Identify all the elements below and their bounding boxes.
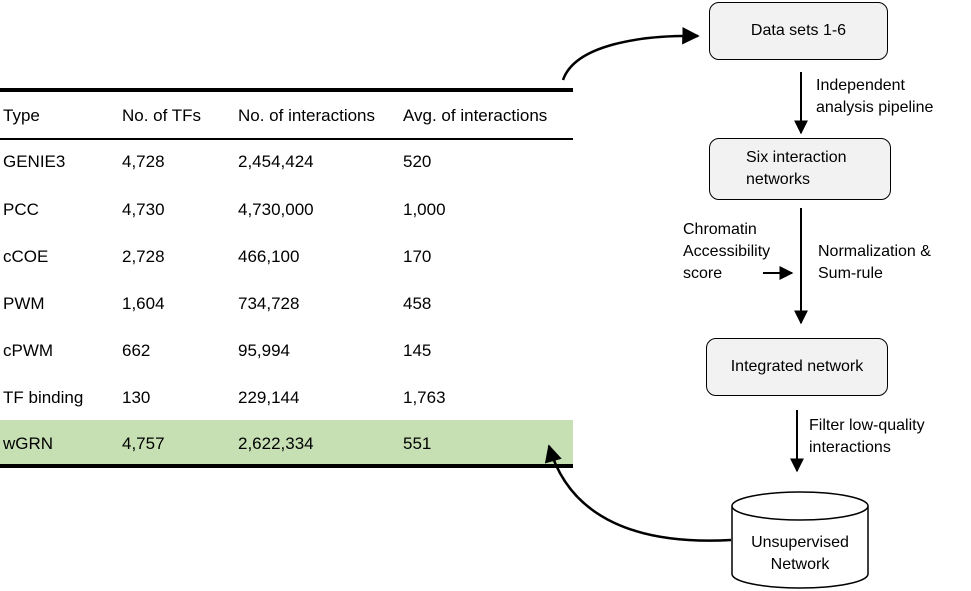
cell-interactions: 2,622,334 xyxy=(238,434,314,453)
cell-avg: 520 xyxy=(403,152,432,171)
cell-tfs: 130 xyxy=(122,388,151,407)
unsupervised-line1: Unsupervised xyxy=(751,534,849,551)
chromatin-label: Chromatin Accessibility score xyxy=(683,219,770,285)
six-networks-box: Six interaction networks xyxy=(709,138,891,200)
cell-type: GENIE3 xyxy=(3,152,66,171)
cell-avg: 1,000 xyxy=(403,200,446,219)
cell-tfs: 2,728 xyxy=(122,247,165,266)
cell-avg: 145 xyxy=(403,341,432,360)
chromatin-line2: Accessibility xyxy=(683,243,771,260)
cell-type: cPWM xyxy=(3,341,54,360)
cell-type: TF binding xyxy=(3,388,84,407)
normalization-label: Normalization & Sum-rule xyxy=(818,241,931,285)
datasets-box: Data sets 1-6 xyxy=(709,2,888,60)
pipeline-label: Independent analysis pipeline xyxy=(816,75,933,119)
cell-interactions: 229,144 xyxy=(238,388,300,407)
normalization-line1: Normalization & xyxy=(818,243,931,260)
cell-interactions: 734,728 xyxy=(238,294,300,313)
filter-line1: Filter low-quality xyxy=(809,417,925,434)
table-bottom-rule xyxy=(0,464,573,468)
cell-avg: 458 xyxy=(403,294,432,313)
cell-avg: 1,763 xyxy=(403,388,446,407)
six-networks-line2: networks xyxy=(746,171,811,188)
cell-type: PCC xyxy=(3,200,39,219)
six-networks-line1: Six interaction xyxy=(746,149,847,166)
database-cylinder-icon xyxy=(731,491,869,589)
chromatin-line1: Chromatin xyxy=(683,221,757,238)
integrated-network-label: Integrated network xyxy=(730,358,864,375)
curve-arrow-to-wgrn xyxy=(544,444,732,542)
header-avg: Avg. of interactions xyxy=(403,106,548,125)
normalization-line2: Sum-rule xyxy=(818,265,883,282)
cell-interactions: 4,730,000 xyxy=(238,200,314,219)
integrated-network-box: Integrated network xyxy=(706,338,888,396)
cell-tfs: 4,728 xyxy=(122,152,165,171)
cell-tfs: 662 xyxy=(122,341,151,360)
cell-tfs: 4,757 xyxy=(122,434,165,453)
pipeline-line1: Independent xyxy=(816,77,905,94)
cell-tfs: 1,604 xyxy=(122,294,165,313)
cell-type: wGRN xyxy=(3,434,54,453)
header-interactions: No. of interactions xyxy=(238,106,376,125)
header-type: Type xyxy=(3,106,40,125)
table-header-rule xyxy=(0,138,573,140)
wgrn-row-highlight xyxy=(0,420,573,464)
curve-arrow-to-datasets xyxy=(561,26,700,81)
pipeline-line2: analysis pipeline xyxy=(816,99,934,116)
cell-tfs: 4,730 xyxy=(122,200,165,219)
cell-avg: 551 xyxy=(403,434,432,453)
filter-label: Filter low-quality interactions xyxy=(809,415,925,459)
unsupervised-line2: Network xyxy=(770,556,830,573)
table-top-rule xyxy=(0,88,573,92)
cell-interactions: 466,100 xyxy=(238,247,300,266)
cell-interactions: 95,994 xyxy=(238,341,290,360)
chromatin-line3: score xyxy=(683,265,723,282)
cell-type: PWM xyxy=(3,294,45,313)
header-tfs: No. of TFs xyxy=(122,106,202,125)
datasets-label: Data sets 1-6 xyxy=(750,22,847,39)
cell-type: cCOE xyxy=(3,247,49,266)
cell-avg: 170 xyxy=(403,247,432,266)
cell-interactions: 2,454,424 xyxy=(238,152,314,171)
filter-line2: interactions xyxy=(809,439,891,456)
unsupervised-network-label: Unsupervised Network xyxy=(732,532,868,576)
